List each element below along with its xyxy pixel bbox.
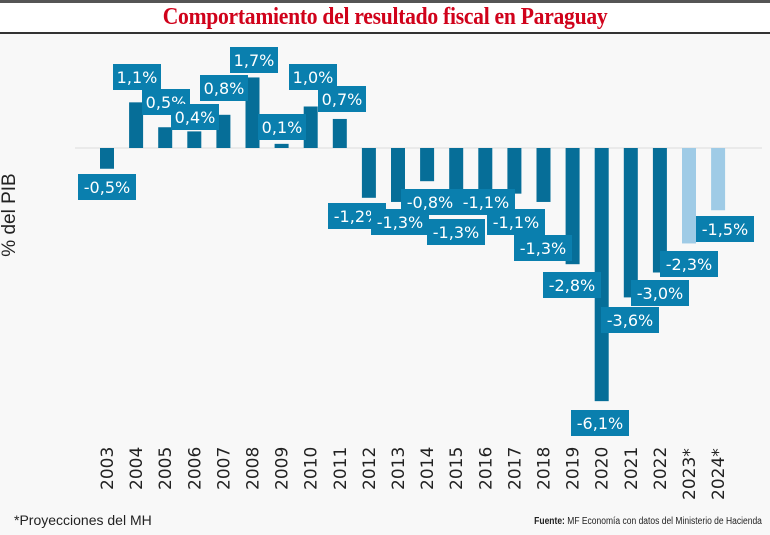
data-label: 0,4%	[175, 108, 216, 127]
data-label-box	[660, 251, 718, 277]
data-label-box	[113, 64, 161, 90]
data-label: -1,5%	[702, 220, 748, 239]
x-tick-label: 2014	[418, 447, 438, 490]
data-label-box	[230, 47, 278, 73]
x-tick-label: 2024*	[709, 448, 729, 500]
x-tick-label: 2020	[593, 447, 613, 490]
bar-2016	[478, 148, 493, 194]
data-label-box	[200, 75, 248, 101]
x-tick-label: 2013	[389, 447, 409, 490]
bar-2008	[245, 77, 260, 148]
data-label: 0,7%	[322, 90, 363, 109]
data-label: -0,5%	[84, 178, 130, 197]
bar-2007	[216, 114, 231, 148]
x-tick-label: 2005	[156, 447, 176, 490]
x-tick-label: 2018	[535, 447, 555, 490]
bar-2022	[652, 148, 667, 273]
bar-2014	[420, 148, 435, 182]
data-label: -3,6%	[607, 311, 653, 330]
bar-2013	[391, 148, 405, 202]
x-tick-label: 2023*	[680, 448, 700, 500]
data-label: -1,3%	[377, 213, 423, 232]
bar-2024	[711, 148, 726, 211]
x-tick-label: 2016	[476, 447, 496, 490]
data-label: -1,3%	[520, 239, 566, 258]
x-tick-label: 2017	[505, 447, 525, 490]
data-label: -1,1%	[493, 213, 539, 232]
bar-2006	[187, 131, 202, 148]
x-tick-label: 2008	[244, 447, 264, 490]
data-label: 1,1%	[117, 68, 158, 87]
x-tick-label: 2003	[98, 447, 118, 490]
bar-2023	[682, 148, 696, 244]
x-tick-label: 2010	[302, 447, 322, 490]
title-bar: Comportamiento del resultado fiscal en P…	[0, 3, 770, 34]
x-tick-label: 2011	[331, 447, 351, 490]
data-label-box	[78, 174, 136, 200]
data-label-box	[289, 64, 337, 90]
data-label-box	[696, 216, 754, 242]
x-tick-label: 2012	[360, 447, 380, 490]
bar-2009	[274, 143, 289, 148]
top-border	[0, 0, 770, 3]
data-label: -1,3%	[433, 223, 479, 242]
data-label-box	[318, 86, 366, 112]
x-tick-label: 2004	[127, 447, 147, 490]
data-label-box	[258, 114, 306, 140]
data-label: 1,7%	[234, 51, 275, 70]
bar-2015	[449, 148, 464, 202]
bar-2018	[536, 148, 551, 202]
x-tick-label: 2021	[622, 447, 642, 490]
bar-2020	[594, 148, 609, 402]
bar-2021	[623, 148, 638, 298]
bar-2012	[361, 148, 376, 198]
data-label-box	[514, 235, 572, 261]
data-label-box	[171, 104, 219, 130]
source-note: Fuente: MF Economía con datos del Minist…	[534, 516, 762, 527]
bar-2004	[129, 102, 144, 148]
chart-title: Comportamiento del resultado fiscal en P…	[162, 4, 608, 30]
data-label: 0,8%	[204, 79, 245, 98]
x-tick-label: 2015	[447, 447, 467, 490]
source-prefix: Fuente:	[534, 516, 565, 527]
data-label: 1,0%	[293, 68, 334, 87]
data-label: -0,8%	[407, 193, 453, 212]
data-label: 0,1%	[262, 118, 303, 137]
x-tick-label: 2019	[564, 447, 584, 490]
data-label: -1,1%	[463, 193, 509, 212]
x-tick-label: 2009	[273, 447, 293, 490]
data-label: -2,8%	[549, 276, 595, 295]
data-label-box	[427, 219, 485, 245]
bar-2017	[507, 148, 522, 194]
bar-2010	[303, 106, 318, 148]
data-label-box	[601, 307, 659, 333]
source-text: MF Economía con datos del Ministerio de …	[567, 516, 762, 527]
footnote: *Proyecciones del MH	[14, 512, 152, 528]
bar-2003	[100, 148, 114, 169]
bar-2005	[158, 127, 173, 148]
data-label-box	[487, 209, 545, 235]
x-tick-label: 2007	[214, 447, 234, 490]
data-label: -3,0%	[637, 284, 683, 303]
data-label-box	[571, 410, 629, 436]
data-label: -6,1%	[577, 414, 623, 433]
x-tick-label: 2022	[651, 447, 671, 490]
data-label-box	[401, 189, 459, 215]
x-tick-label: 2006	[185, 447, 205, 490]
data-label: -1,2%	[334, 207, 380, 226]
bar-2011	[332, 118, 347, 148]
data-label: -2,3%	[666, 255, 712, 274]
data-label-box	[543, 272, 601, 298]
data-label-box	[631, 280, 689, 306]
